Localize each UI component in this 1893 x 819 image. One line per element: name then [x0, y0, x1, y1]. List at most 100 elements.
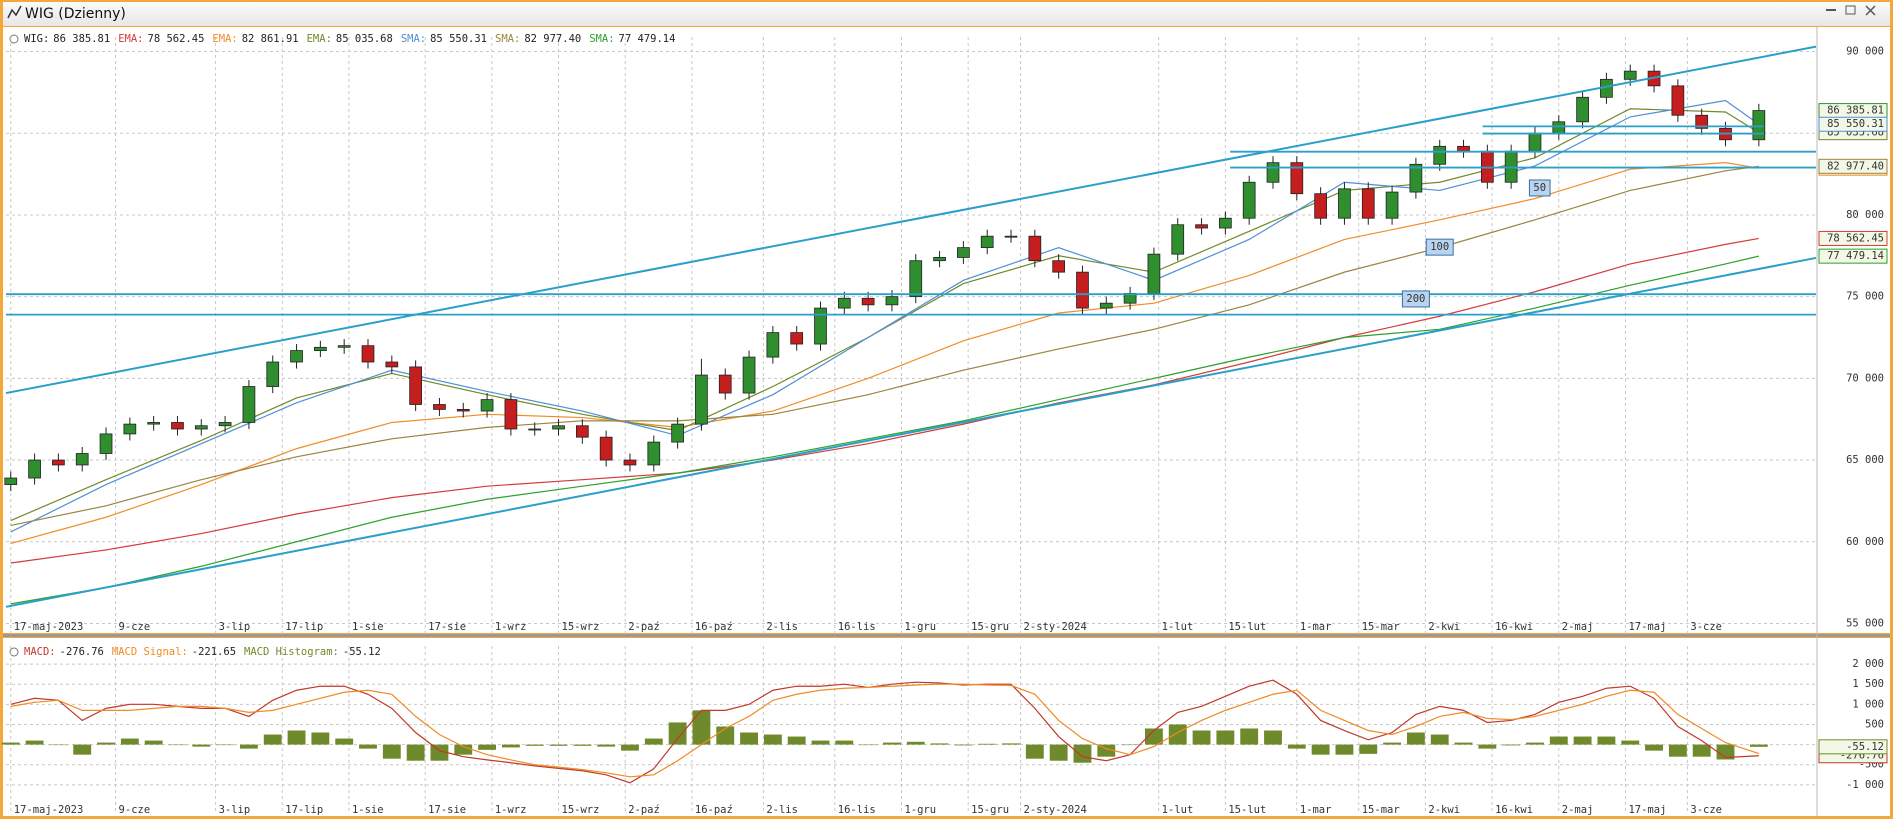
histogram-bar: [1692, 744, 1711, 757]
candle-body: [575, 425, 589, 438]
histogram-bar: [430, 744, 449, 761]
candle-body: [1623, 70, 1637, 80]
ma-label: 50: [1533, 182, 1546, 194]
histogram-bar: [382, 744, 401, 759]
histogram-bar: [621, 744, 639, 751]
histogram-bar: [1168, 724, 1187, 745]
candle-body: [695, 374, 708, 425]
legend-separator: :: [514, 33, 520, 45]
x-tick-label: 15-wrz: [562, 621, 600, 633]
x-tick-label: 1-mar: [1300, 621, 1332, 633]
legend-value: 85 550.31: [430, 33, 487, 45]
legend-value: 77 479.14: [619, 33, 676, 45]
candle-body: [1195, 224, 1208, 229]
candle-body: [409, 366, 422, 405]
candle-body: [671, 423, 684, 443]
x-tick-label: 15-mar: [1362, 804, 1400, 816]
histogram-bar: [573, 744, 592, 746]
histogram-bar: [668, 722, 687, 745]
x-tick-label: 2-paź: [628, 804, 660, 816]
window-title: WIG (Dzienny): [25, 6, 126, 22]
legend-value: 78 562.45: [148, 33, 205, 45]
x-tick-label: 1-lut: [1162, 621, 1194, 633]
legend-name: EMA: [212, 33, 232, 45]
y-tick-label: 75 000: [1846, 291, 1884, 303]
candle-body: [1552, 121, 1566, 134]
x-tick-label: 1-wrz: [495, 804, 527, 816]
trendline: [5, 45, 1817, 395]
histogram-bar: [1049, 744, 1068, 761]
x-tick-label: 15-gru: [971, 621, 1009, 633]
legend-handle[interactable]: [9, 34, 19, 44]
x-tick-label: 1-sie: [352, 621, 384, 633]
close-button[interactable]: [1865, 5, 1876, 16]
x-tick-label: 1-lut: [1162, 804, 1194, 816]
legend-value: 86 385.81: [53, 33, 110, 45]
legend-separator: :: [137, 33, 143, 45]
histogram-bar: [1621, 740, 1640, 745]
value-label-box: [1818, 739, 1888, 755]
price-panel: [3, 27, 1890, 633]
x-tick-label: 2-lis: [766, 804, 798, 816]
legend-name: SMA: [495, 33, 515, 45]
histogram-bar: [406, 744, 425, 761]
value-label: 77 479.14: [1827, 250, 1884, 262]
histogram-bar: [1240, 728, 1259, 745]
x-tick-label: 3-cze: [1690, 621, 1722, 633]
x-tick-label: 16-paź: [695, 621, 733, 633]
legend-value: -276.76: [60, 646, 104, 658]
macd-line: [10, 683, 1760, 778]
histogram-bar: [1287, 744, 1306, 749]
candle-body: [480, 399, 494, 412]
histogram-bar: [1526, 742, 1544, 745]
histogram-bar: [1502, 744, 1521, 746]
histogram-bar: [1, 742, 20, 745]
value-label: 85 550.31: [1827, 118, 1884, 130]
histogram-bar: [692, 710, 711, 745]
legend-name: EMA: [307, 33, 327, 45]
histogram-bar: [906, 741, 925, 745]
ma-label-box: [1401, 290, 1430, 308]
candle-body: [75, 453, 89, 466]
title-icon: [7, 5, 22, 19]
histogram-bar: [192, 744, 211, 747]
macd-panel: [3, 638, 1890, 816]
ma-label: 200: [1406, 293, 1425, 305]
x-tick-label: 17-sie: [428, 804, 466, 816]
legend-separator: :: [333, 646, 339, 658]
candle-body: [504, 399, 518, 430]
candle-body: [385, 361, 399, 368]
candle-body: [1671, 85, 1685, 116]
minimize-button[interactable]: [1826, 9, 1836, 11]
legend-handle[interactable]: [9, 647, 19, 657]
labels: 55 000 60 000 65 000 70 000 75 000 80 000 85 0…: [14, 33, 1888, 816]
marks: [1, 45, 1817, 784]
histogram-bar: [883, 742, 901, 745]
histogram-bar: [644, 738, 663, 745]
x-tick-label: 15-wrz: [562, 804, 600, 816]
candle-body: [456, 408, 470, 412]
value-label-box: [1818, 230, 1888, 246]
histogram-bar: [1311, 744, 1330, 755]
x-tick-label: 2-kwi: [1428, 804, 1460, 816]
candle-body: [1028, 235, 1042, 262]
candle-body: [1052, 260, 1066, 273]
restore-button[interactable]: [1845, 5, 1856, 15]
x-tick-label: 2-kwi: [1428, 621, 1460, 633]
x-tick-label: 17-lip: [285, 621, 323, 633]
legend-separator: :: [420, 33, 426, 45]
x-tick-label: 16-paź: [695, 804, 733, 816]
x-tick-label: 3-cze: [1690, 804, 1722, 816]
x-tick-label: 2-paź: [628, 621, 660, 633]
histogram-bar: [1573, 736, 1592, 745]
candle-body: [290, 350, 303, 363]
x-tick-label: 17-maj-2023: [14, 804, 84, 816]
legend-name: MACD: [24, 646, 49, 658]
candle-body: [1171, 224, 1185, 255]
candle-body: [1266, 162, 1280, 183]
x-tick-label: 16-kwi: [1495, 621, 1533, 633]
y-tick-label: 80 000: [1846, 209, 1884, 221]
ma-label: 100: [1430, 241, 1449, 253]
histogram-bar: [1383, 742, 1402, 745]
